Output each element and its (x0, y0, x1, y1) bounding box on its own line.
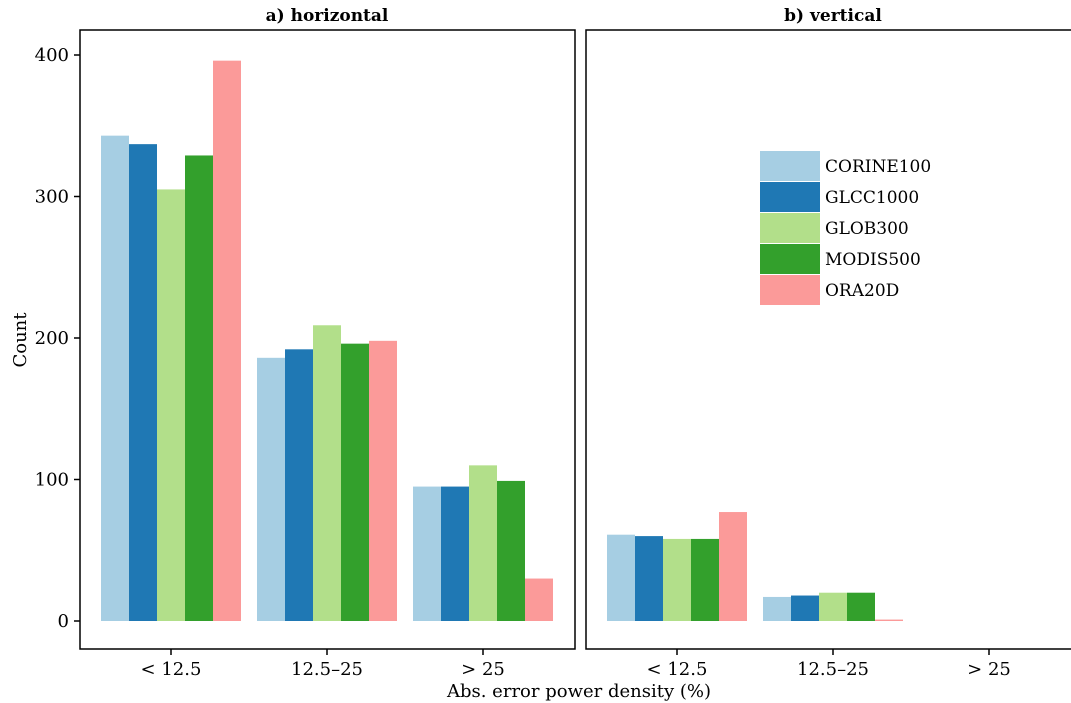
panel-horizontal: a) horizontal < 12.5 12.5–25 > 25 (79, 6, 576, 680)
bar-modis500-1 (691, 538, 719, 621)
legend-label-glcc1000: GLCC1000 (825, 188, 919, 208)
bar-ora20d-1 (719, 512, 747, 621)
legend-swatch-corine100 (760, 151, 820, 181)
legend-swatch-glcc1000 (760, 182, 820, 212)
y-tick-label: 300 (35, 187, 69, 208)
bar-modis500-1 (185, 155, 213, 621)
legend-swatch-glob300 (760, 213, 820, 243)
x-tick-label: > 25 (461, 659, 505, 680)
bar-glob300-1 (663, 538, 691, 621)
panel-vertical: b) vertical < 12.5 12.5–25 > 25 (585, 6, 1071, 680)
panel-title-vertical: b) vertical (784, 6, 882, 26)
bar-glcc1000-1 (635, 536, 663, 621)
y-tick-label: 200 (35, 328, 69, 349)
y-axis-title: Count (10, 312, 31, 368)
x-tick-label: < 12.5 (141, 659, 202, 680)
legend-label-glob300: GLOB300 (825, 219, 909, 239)
bar-corine100-1 (101, 135, 129, 621)
bar-corine100-2 (763, 596, 791, 621)
bar-glob300-2 (819, 592, 847, 621)
bar-corine100-1 (607, 534, 635, 621)
legend-label-corine100: CORINE100 (825, 157, 931, 177)
y-tick-label: 100 (35, 470, 69, 491)
x-axis-title: Abs. error power density (%) (446, 681, 711, 702)
bar-modis500-2 (341, 343, 369, 621)
bar-modis500-3 (497, 480, 525, 621)
bar-ora20d-2 (875, 619, 903, 621)
bar-glcc1000-3 (441, 486, 469, 621)
bar-ora20d-1 (213, 60, 241, 622)
x-tick-label: < 12.5 (647, 659, 708, 680)
bar-corine100-2 (257, 357, 285, 621)
x-axis-horizontal: < 12.5 12.5–25 > 25 (141, 649, 505, 680)
bar-corine100-3 (413, 486, 441, 621)
x-axis-vertical: < 12.5 12.5–25 > 25 (647, 649, 1011, 680)
y-tick-label: 0 (58, 611, 69, 632)
panel-title-horizontal: a) horizontal (266, 6, 389, 26)
x-tick-label: 12.5–25 (291, 659, 363, 680)
bar-glob300-3 (469, 465, 497, 621)
x-tick-label: > 25 (967, 659, 1011, 680)
y-axis: 0 100 200 300 400 (35, 45, 80, 632)
legend-swatch-ora20d (760, 275, 820, 305)
bar-glcc1000-2 (285, 349, 313, 621)
bar-glob300-2 (313, 325, 341, 621)
bar-glcc1000-1 (129, 144, 157, 621)
bar-ora20d-2 (369, 340, 397, 621)
x-tick-label: 12.5–25 (797, 659, 869, 680)
legend: CORINE100 GLCC1000 GLOB300 MODIS500 ORA20D (760, 151, 931, 305)
bar-modis500-2 (847, 592, 875, 621)
bars-vertical (607, 512, 903, 621)
bars-horizontal (101, 60, 553, 622)
bar-ora20d-3 (525, 578, 553, 621)
legend-swatch-modis500 (760, 244, 820, 274)
bar-glcc1000-2 (791, 595, 819, 621)
y-tick-label: 400 (35, 45, 69, 66)
legend-label-ora20d: ORA20D (825, 281, 899, 301)
bar-glob300-1 (157, 189, 185, 622)
legend-label-modis500: MODIS500 (825, 250, 921, 270)
